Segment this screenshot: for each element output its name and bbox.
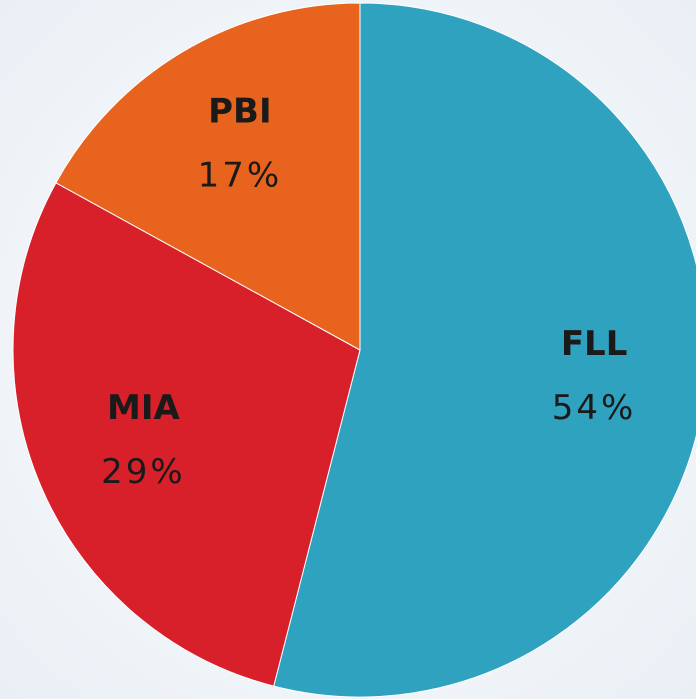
pie-slice [12, 182, 361, 687]
slice-value-label: 17% [198, 155, 283, 195]
slice-label: FLL [561, 324, 628, 364]
pie-slice [55, 2, 361, 351]
slice-value-label: 29% [101, 452, 186, 492]
slice-value-label: 54% [552, 388, 637, 428]
slice-label: MIA [107, 388, 180, 428]
pie-slice [273, 2, 696, 698]
slice-label: PBI [208, 91, 271, 131]
